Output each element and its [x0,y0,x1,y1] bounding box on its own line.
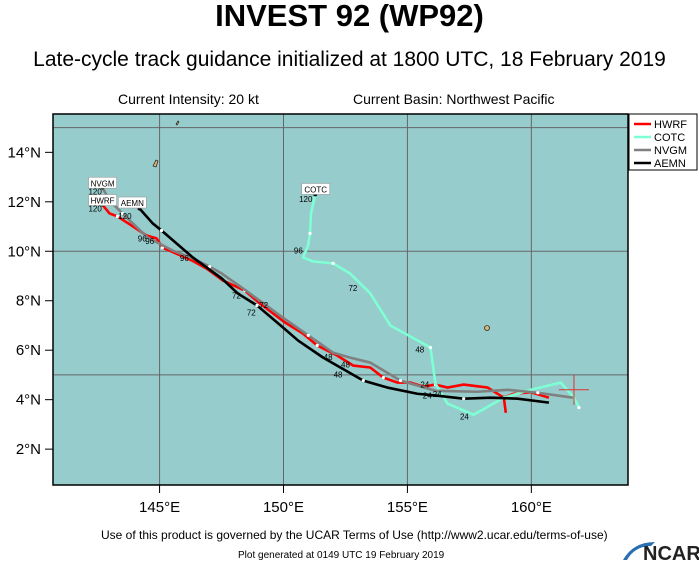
y-tick-label: 6°N [16,342,41,359]
forecast-hour-label: 96 [145,237,154,246]
model-label-box [301,183,331,195]
y-tick-label: 4°N [16,392,41,409]
page-title: INVEST 92 (WP92) [215,0,484,33]
track-point-marker [462,397,466,401]
track-point-marker [536,391,540,395]
y-tick-label: 2°N [16,441,41,458]
model-label-box [88,176,117,189]
legend-label-cotc: COTC [654,132,685,144]
track-nvgm [101,186,574,399]
ocean-background [53,114,628,485]
track-point-marker [315,343,319,348]
track-point-marker [208,265,212,269]
forecast-hour-label: 96 [180,254,189,263]
forecast-hour-label: 120 [88,205,102,214]
y-tick-label: 14°N [7,144,41,161]
x-tick-label: 150°E [263,499,304,516]
subtitle: Late-cycle track guidance initialized at… [33,48,666,71]
ncar-logo: NCAR [621,540,699,567]
model-label: COTC [304,185,327,194]
forecast-hour-label: 72 [247,309,256,318]
track-hwrf [101,203,550,399]
forecast-hour-label: 120 [118,212,132,221]
forecast-hour-label: 24 [420,380,429,389]
terms-footer: Use of this product is governed by the U… [101,528,608,542]
track-hwrf [502,397,508,413]
track-point-marker [381,376,385,380]
track-point-marker [159,228,164,233]
track-point-marker [115,214,120,218]
map-frame [52,113,629,486]
x-tick-label: 160°E [511,499,552,516]
track-point-marker [398,379,403,383]
y-tick-label: 8°N [16,293,41,310]
forecast-hour-label: 24 [433,390,442,399]
forecast-hour-label: 24 [460,412,469,421]
forecast-hour-label: 48 [341,361,350,370]
track-point-marker [306,333,310,337]
model-label: NVGM [91,179,115,188]
model-label-box [118,196,147,209]
model-label: AEMN [121,199,144,208]
forecast-hour-label: 48 [324,353,333,362]
legend-label-aemn: AEMN [654,158,686,170]
forecast-hour-label: 72 [232,291,241,300]
guam-island [152,159,159,168]
current-intensity: Current Intensity: 20 kt [118,91,259,107]
track-point-marker [308,231,312,236]
track-point-marker [361,379,365,383]
track-point-marker [331,261,335,265]
forecast-hour-label: 48 [415,346,424,355]
track-point-marker [428,345,433,350]
forecast-hour-label: 72 [348,284,357,293]
x-tick-label: 155°E [387,499,428,516]
forecast-hour-label: 72 [259,301,268,310]
y-tick-label: 12°N [7,194,41,211]
track-aemn [138,207,550,404]
forecast-hour-label: 96 [138,234,147,243]
svg-text:NCAR: NCAR [643,543,699,562]
generated-footer: Plot generated at 0149 UTC 19 February 2… [238,550,445,561]
pohnpei-island [484,325,490,331]
track-cotc [301,194,581,417]
forecast-hour-label: 120 [299,195,313,204]
track-point-marker [577,405,581,410]
legend-label-nvgm: NVGM [654,145,687,157]
island [175,120,180,126]
track-point-marker [120,211,124,216]
model-label: HWRF [91,197,115,206]
current-basin: Current Basin: Northwest Pacific [353,91,555,107]
y-tick-label: 10°N [7,243,41,260]
forecast-hour-label: 24 [423,391,432,400]
track-point-marker [255,303,259,308]
x-tick-label: 145°E [139,499,180,516]
forecast-hour-label: 48 [334,370,343,379]
model-label-box [88,194,117,206]
legend-label-hwrf: HWRF [654,119,687,131]
forecast-hour-label: 96 [294,247,303,256]
forecast-hour-label: 120 [88,187,102,196]
